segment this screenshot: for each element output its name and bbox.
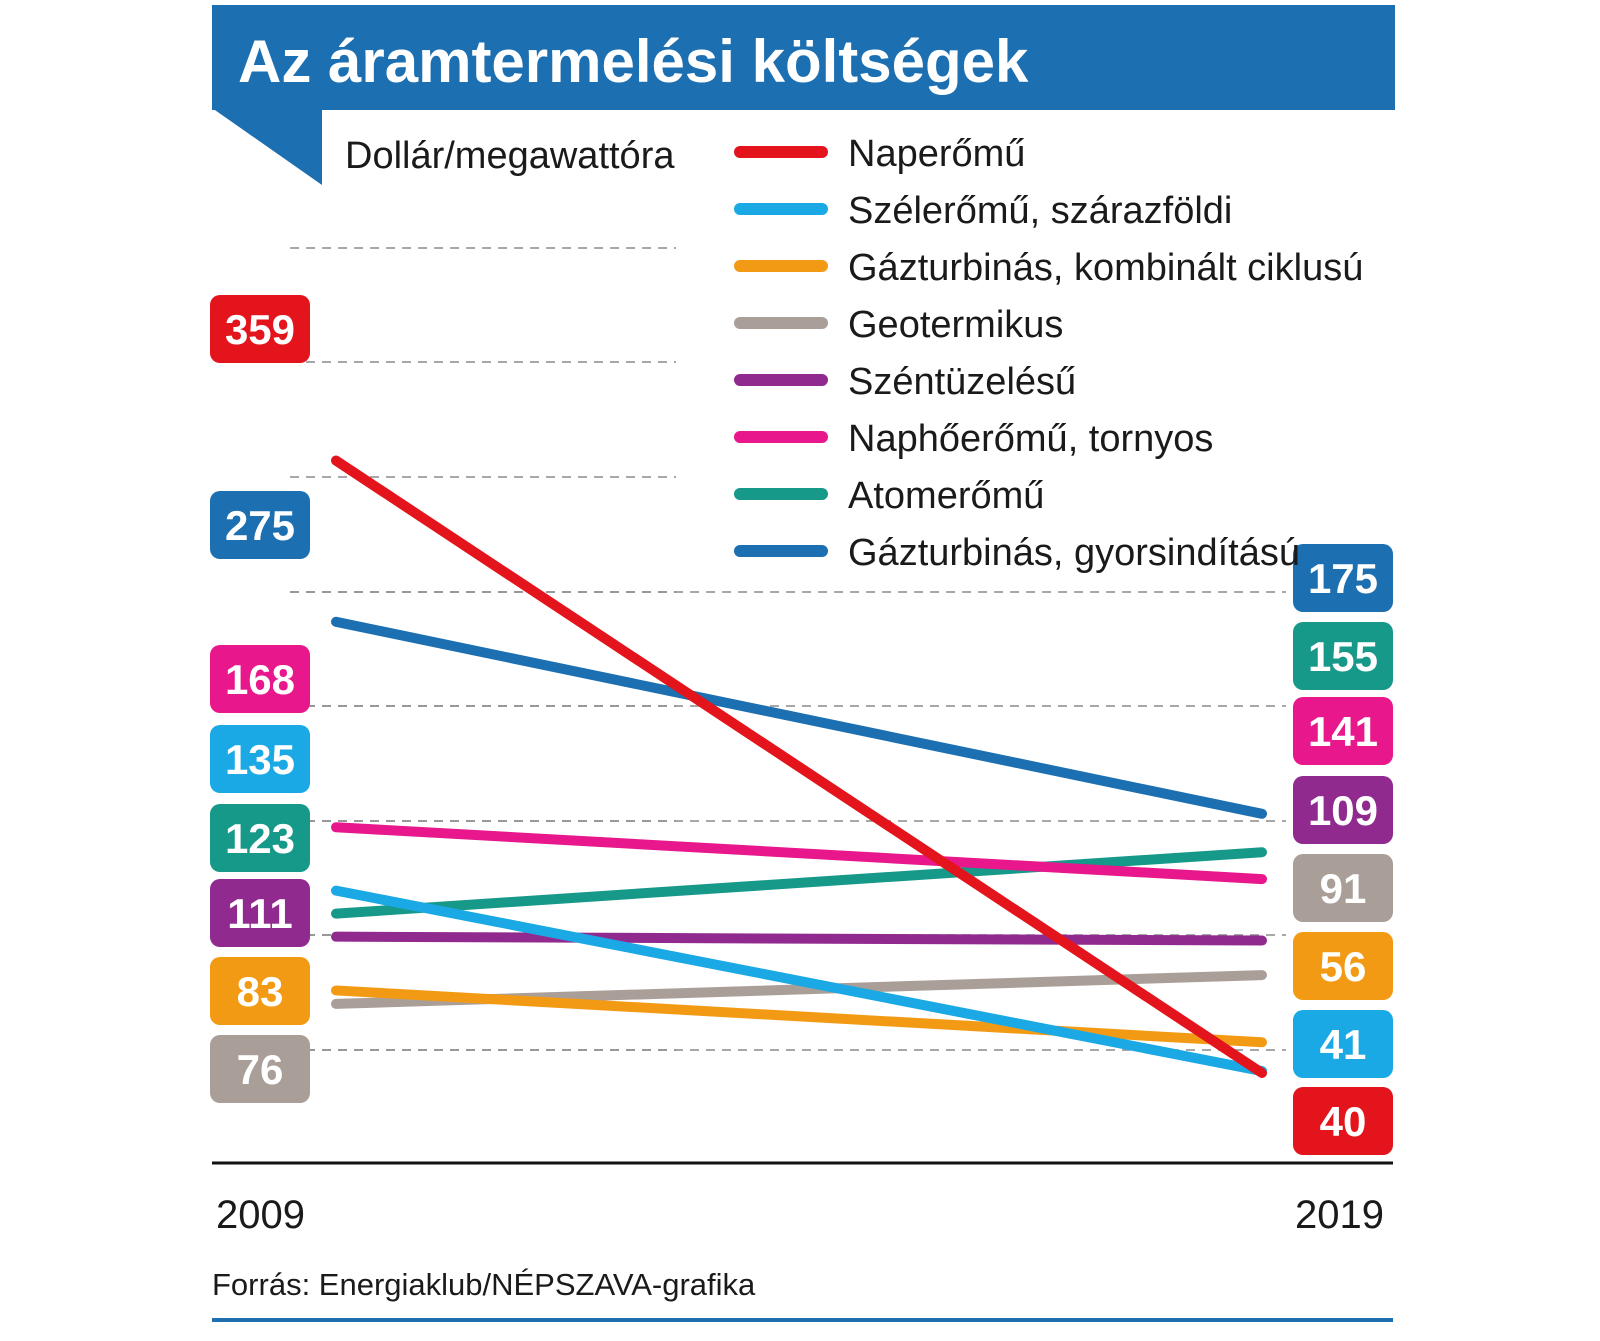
series-line — [331, 616, 1267, 819]
legend-item: Széntüzelésű — [734, 361, 1076, 403]
value-badge-bg — [1293, 854, 1393, 922]
legend-label: Naphőerőmű, tornyos — [848, 418, 1213, 460]
end-value-labels: 175 155 141 109 91 56 41 40 — [1293, 544, 1393, 1155]
x-tick-label-start: 2009 — [216, 1193, 305, 1237]
data-label: 56 — [1320, 943, 1367, 990]
data-label: 109 — [1308, 787, 1378, 834]
series-line — [331, 822, 1267, 885]
value-badge-bg — [210, 879, 310, 947]
value-badge-bg — [1293, 1010, 1393, 1078]
value-badge-bg — [210, 804, 310, 872]
source-note: Forrás: Energiaklub/NÉPSZAVA-grafika — [212, 1267, 756, 1302]
data-label: 168 — [225, 656, 295, 703]
value-badge: 111 — [210, 879, 310, 947]
data-label: 141 — [1308, 708, 1378, 755]
chart-header: Az áramtermelési költségek — [212, 5, 1395, 185]
data-label: 175 — [1308, 555, 1378, 602]
data-label: 40 — [1320, 1098, 1367, 1145]
series-line — [331, 885, 1267, 1077]
data-label: 91 — [1320, 865, 1367, 912]
value-badge: 83 — [210, 957, 310, 1025]
data-label: 76 — [237, 1046, 284, 1093]
value-badge-bg — [1293, 622, 1393, 690]
series-line — [331, 985, 1267, 1048]
value-badge-bg — [210, 957, 310, 1025]
data-label: 123 — [225, 815, 295, 862]
value-badge: 155 — [1293, 622, 1393, 690]
legend-label: Gázturbinás, kombinált ciklusú — [848, 247, 1363, 289]
legend-label: Széntüzelésű — [848, 361, 1076, 403]
value-badge-bg — [1293, 776, 1393, 844]
value-badge-bg — [1293, 932, 1393, 1000]
series-line — [331, 847, 1267, 919]
value-badge-bg — [210, 491, 310, 559]
start-value-labels: 359 275 168 135 123 111 83 76 — [210, 295, 310, 1103]
data-label: 41 — [1320, 1021, 1367, 1068]
chart-title: Az áramtermelési költségek — [238, 28, 1029, 95]
title-banner-tail — [212, 108, 322, 185]
value-badge: 109 — [1293, 776, 1393, 844]
legend-label: Gázturbinás, gyorsindítású — [848, 532, 1300, 574]
legend-item: Atomerőmű — [734, 475, 1044, 517]
legend: Naperőmű Szélerőmű, szárazföldi Gázturbiná… — [734, 133, 1363, 574]
value-badge: 123 — [210, 804, 310, 872]
legend-label: Geotermikus — [848, 304, 1063, 346]
gridlines — [290, 247, 1286, 1051]
value-badge-bg — [1293, 697, 1393, 765]
series-line — [331, 931, 1267, 946]
value-badge: 40 — [1293, 1087, 1393, 1155]
data-label: 155 — [1308, 633, 1378, 680]
value-badge: 91 — [1293, 854, 1393, 922]
x-tick-label-end: 2019 — [1295, 1193, 1384, 1237]
unit-label: Dollár/megawattóra — [345, 135, 675, 177]
legend-item: Geotermikus — [734, 304, 1063, 346]
value-badge: 359 — [210, 295, 310, 363]
legend-item: Gázturbinás, kombinált ciklusú — [734, 247, 1363, 289]
value-badge-bg — [210, 295, 310, 363]
value-badge: 41 — [1293, 1010, 1393, 1078]
value-badge-bg — [1293, 1087, 1393, 1155]
data-label: 359 — [225, 306, 295, 353]
data-label: 83 — [237, 968, 284, 1015]
value-badge: 56 — [1293, 932, 1393, 1000]
legend-item: Naphőerőmű, tornyos — [734, 418, 1213, 460]
legend-label: Atomerőmű — [848, 475, 1044, 517]
value-badge: 175 — [1293, 544, 1393, 612]
data-label: 135 — [225, 736, 295, 783]
legend-item: Szélerőmű, szárazföldi — [734, 190, 1232, 232]
value-badge: 135 — [210, 725, 310, 793]
title-banner — [212, 5, 1395, 110]
value-badge: 76 — [210, 1035, 310, 1103]
legend-item: Gázturbinás, gyorsindítású — [734, 532, 1300, 574]
series-lines — [331, 455, 1267, 1078]
value-badge: 141 — [1293, 697, 1393, 765]
value-badge: 168 — [210, 645, 310, 713]
value-badge-bg — [210, 725, 310, 793]
legend-label: Naperőmű — [848, 133, 1025, 175]
data-label: 275 — [225, 502, 295, 549]
series-line — [331, 455, 1267, 1078]
value-badge-bg — [1293, 544, 1393, 612]
value-badge-bg — [210, 1035, 310, 1103]
legend-label: Szélerőmű, szárazföldi — [848, 190, 1232, 232]
data-label: 111 — [227, 890, 292, 937]
value-badge-bg — [210, 645, 310, 713]
legend-item: Naperőmű — [734, 133, 1025, 175]
value-badge: 275 — [210, 491, 310, 559]
